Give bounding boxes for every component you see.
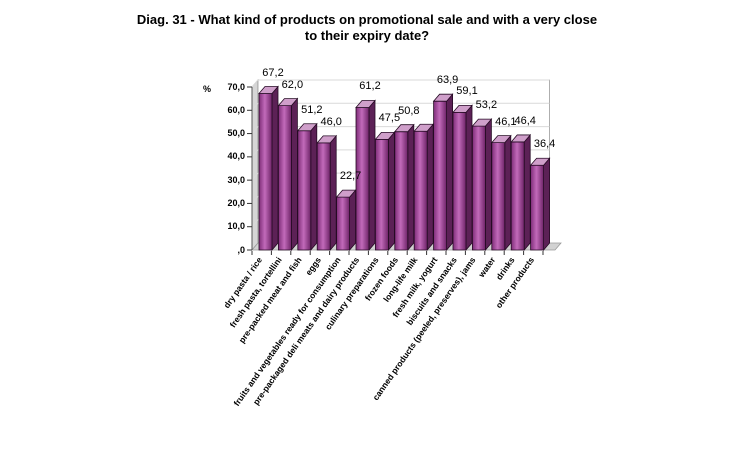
bar-1 <box>277 97 299 252</box>
value-label: 36,4 <box>533 138 556 151</box>
bar-front-face <box>336 196 351 251</box>
bar-side-face <box>504 134 512 252</box>
gridline-side <box>251 126 259 134</box>
y-axis-tick-label: 50,0 <box>227 128 245 139</box>
bar-top-face <box>510 134 532 143</box>
bar-front-face <box>433 100 448 251</box>
bar-0 <box>258 85 279 252</box>
bar-12 <box>490 134 512 252</box>
bar-front-face <box>374 138 389 251</box>
bar-side-face <box>465 104 473 252</box>
bar-front-face <box>316 142 331 251</box>
bar-6 <box>374 131 396 252</box>
bar-3 <box>316 134 338 252</box>
bar-top-face <box>529 157 551 166</box>
bar-9 <box>432 93 454 252</box>
bar-side-face <box>387 131 395 252</box>
value-label: 46,1 <box>495 115 517 128</box>
gridline-side <box>251 102 259 111</box>
bar-11 <box>471 118 493 252</box>
bar-side-face <box>407 123 415 252</box>
bar-front-face <box>530 164 544 251</box>
value-label: 61,2 <box>359 80 381 93</box>
chart-title-line2: to their expiry date? <box>304 28 430 43</box>
bar-side-face <box>271 85 279 252</box>
chart-left-wall <box>251 78 259 252</box>
chart-title: Diag. 31 - What kind of products on prom… <box>0 12 734 44</box>
bar-side-face <box>543 157 550 252</box>
bar-front-face <box>510 141 525 251</box>
value-label: 62,0 <box>281 78 304 91</box>
chart-title-line1: Diag. 31 - What kind of products on prom… <box>136 12 598 27</box>
bar-top-face <box>471 118 493 127</box>
bar-side-face <box>484 118 492 252</box>
y-axis-tick-label: 30,0 <box>227 174 245 185</box>
bar-13 <box>510 133 532 252</box>
value-label: 47,5 <box>378 112 401 125</box>
bar-side-face <box>290 97 298 252</box>
bar-top-face <box>355 100 376 108</box>
bar-front-face <box>297 130 312 251</box>
gridline-side <box>251 172 259 181</box>
value-label: 22,7 <box>339 170 362 183</box>
bar-top-face <box>393 124 415 133</box>
y-axis-tick-label: 40,0 <box>227 151 245 162</box>
bar-7 <box>393 123 415 252</box>
gridline-side <box>251 79 259 88</box>
bar-top-face <box>296 123 318 132</box>
bar-side-face <box>426 123 434 252</box>
bar-10 <box>452 104 473 252</box>
bar-8 <box>413 123 435 252</box>
value-label: 46,0 <box>320 115 342 128</box>
bar-front-face <box>258 93 273 251</box>
bar-side-face <box>310 122 318 252</box>
bar-top-face <box>432 93 454 102</box>
bar-front-face <box>277 105 292 251</box>
bar-side-face <box>523 133 531 252</box>
bar-front-face <box>471 125 486 251</box>
bar-14 <box>529 157 551 252</box>
y-axis-tick-label: 20,0 <box>227 197 245 208</box>
y-axis-tick-label: 10,0 <box>227 221 245 232</box>
bar-side-face <box>349 189 357 252</box>
value-label: 59,1 <box>456 85 478 98</box>
bar-side-face <box>329 134 337 252</box>
bar-top-face <box>277 98 299 107</box>
bar-top-face <box>452 104 473 113</box>
value-label: 63,9 <box>436 74 459 87</box>
bar-side-face <box>446 93 454 252</box>
gridline-side <box>251 149 259 158</box>
bar-2 <box>296 122 318 252</box>
gridline-side <box>251 196 259 204</box>
bar-top-face <box>258 86 279 94</box>
bar-4 <box>335 189 357 252</box>
y-axis-tick-label: 70,0 <box>227 81 245 92</box>
gridline-side <box>251 219 259 228</box>
bar-front-face <box>413 130 428 251</box>
y-axis-title: % <box>203 84 212 94</box>
bar-front-face <box>394 131 409 251</box>
y-axis-tick-label: ,0 <box>237 244 245 255</box>
bar-front-face <box>491 142 506 251</box>
y-axis-tick-label: 60,0 <box>227 104 245 115</box>
value-label: 50,8 <box>398 104 420 117</box>
bar-top-face <box>316 135 338 144</box>
bar-top-face <box>490 135 512 144</box>
bar-front-face <box>452 111 467 251</box>
value-label: 51,2 <box>301 103 323 116</box>
value-label: 46,4 <box>514 114 536 127</box>
value-label: 67,2 <box>262 66 284 79</box>
value-label: 53,2 <box>475 99 498 112</box>
